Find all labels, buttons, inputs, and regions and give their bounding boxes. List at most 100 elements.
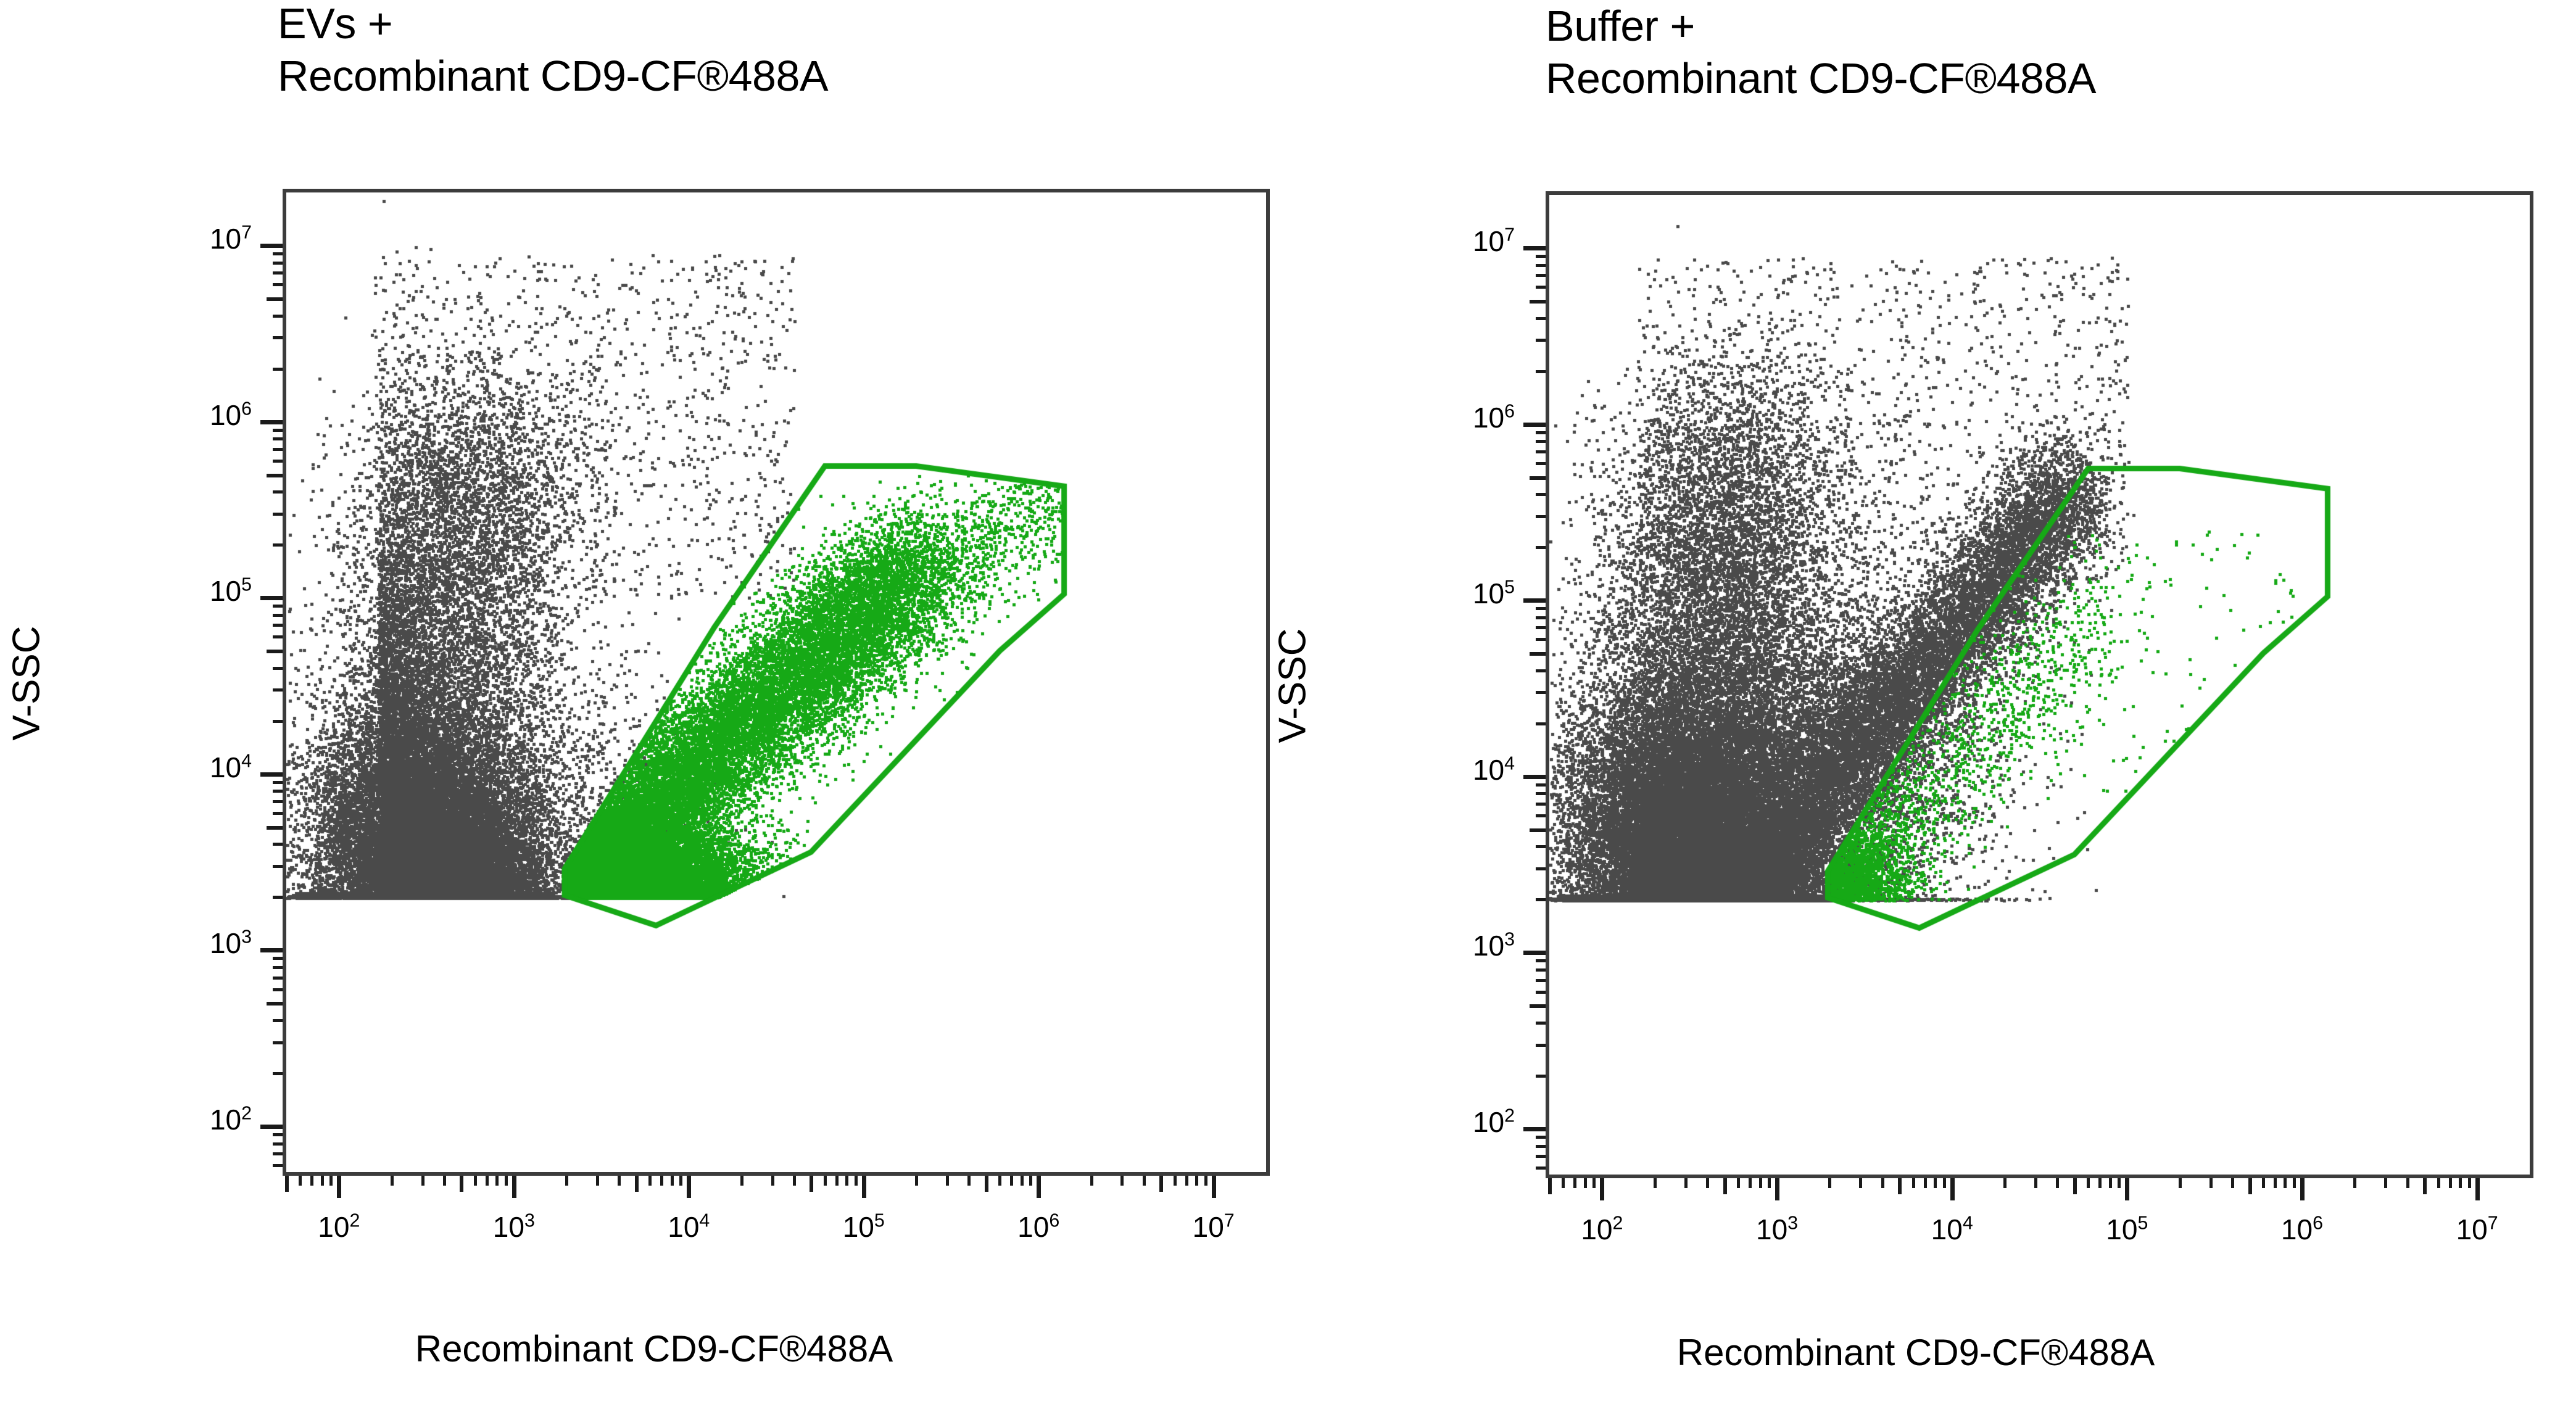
- x-minor-tick: [648, 1176, 652, 1186]
- x-minor-tick: [1592, 1178, 1596, 1188]
- x-minor-tick: [1758, 1178, 1762, 1188]
- y-minor-tick: [1536, 1167, 1546, 1170]
- y-minor-tick: [1536, 514, 1546, 518]
- x-minor-tick: [792, 1176, 796, 1186]
- y-minor-tick: [273, 719, 283, 723]
- y-minor-tick: [1536, 440, 1546, 444]
- y-minor-tick: [1536, 255, 1546, 258]
- x-minor-tick: [2108, 1178, 2112, 1188]
- x-minor-tick: [2262, 1178, 2266, 1188]
- y-minor-tick: [273, 1072, 283, 1075]
- x-minor-tick: [1653, 1178, 1657, 1188]
- x-minor-tick: [1195, 1176, 1199, 1186]
- x-minor-tick: [740, 1176, 743, 1186]
- y-minor-tick: [273, 976, 283, 980]
- y-minor-tick: [273, 1018, 283, 1022]
- x-major-tick-1e5: [861, 1176, 866, 1198]
- y-minor-tick: [273, 1164, 283, 1168]
- x-minor-tick: [310, 1176, 314, 1186]
- x-major-tick-1e4: [687, 1176, 692, 1198]
- y-minor-tick: [1536, 263, 1546, 267]
- y-minor-tick: [267, 1002, 283, 1006]
- y-major-tick-1e4: [260, 772, 283, 777]
- y-tick-label-1e7: 107: [1472, 225, 1515, 257]
- x-minor-tick: [771, 1176, 774, 1186]
- y-minor-tick: [1536, 370, 1546, 373]
- x-minor-tick: [442, 1176, 446, 1186]
- x-minor-tick: [2231, 1178, 2235, 1188]
- y-minor-tick: [1536, 607, 1546, 611]
- x-minor-tick: [1859, 1178, 1863, 1188]
- y-major-tick-1e2: [260, 1124, 283, 1129]
- y-minor-tick: [273, 605, 283, 608]
- y-minor-tick: [273, 896, 283, 899]
- y-minor-tick: [273, 428, 283, 432]
- x-minor-tick: [2423, 1178, 2427, 1194]
- panel-left-y-axis-label: V-SSC: [5, 626, 48, 741]
- x-minor-tick: [421, 1176, 425, 1186]
- panel-left-plot-area[interactable]: [283, 189, 1270, 1176]
- x-minor-tick: [1934, 1178, 1937, 1188]
- y-minor-tick: [273, 843, 283, 846]
- x-major-tick-1e2: [337, 1176, 342, 1198]
- x-minor-tick: [1706, 1178, 1710, 1188]
- x-minor-tick: [2098, 1178, 2102, 1188]
- y-major-tick-1e6: [260, 419, 283, 424]
- y-minor-tick: [267, 473, 283, 477]
- y-minor-tick: [1536, 898, 1546, 902]
- x-minor-tick: [2467, 1178, 2471, 1188]
- y-minor-tick: [273, 283, 283, 287]
- y-minor-tick: [273, 261, 283, 265]
- x-major-tick-1e7: [1211, 1176, 1216, 1198]
- x-minor-tick: [1723, 1178, 1727, 1194]
- y-minor-tick: [1530, 652, 1546, 656]
- x-tick-label-1e2: 102: [318, 1210, 360, 1243]
- x-minor-tick: [1768, 1178, 1771, 1188]
- x-minor-tick: [565, 1176, 569, 1186]
- x-minor-tick: [915, 1176, 919, 1186]
- x-minor-tick: [299, 1176, 302, 1186]
- x-minor-tick: [1185, 1176, 1188, 1186]
- y-minor-tick: [273, 512, 283, 516]
- x-tick-label-1e3: 103: [492, 1210, 535, 1243]
- y-tick-label-1e4: 104: [1472, 753, 1515, 786]
- x-major-tick-1e7: [2475, 1178, 2480, 1200]
- y-minor-tick: [273, 1152, 283, 1156]
- x-minor-tick: [2034, 1178, 2037, 1188]
- y-minor-tick: [1530, 476, 1546, 480]
- x-minor-tick: [2406, 1178, 2409, 1188]
- y-minor-tick: [1536, 722, 1546, 725]
- y-minor-tick: [273, 1041, 283, 1044]
- x-tick-label-1e7: 107: [2456, 1213, 2498, 1245]
- y-major-tick-1e7: [260, 243, 283, 248]
- x-major-tick-1e2: [1600, 1178, 1605, 1200]
- y-minor-tick: [273, 314, 283, 318]
- x-major-tick-1e4: [1950, 1178, 1955, 1200]
- y-minor-tick: [273, 252, 283, 256]
- y-major-tick-1e3: [260, 948, 283, 953]
- x-minor-tick: [2248, 1178, 2252, 1194]
- x-minor-tick: [1029, 1176, 1033, 1186]
- y-minor-tick: [273, 624, 283, 627]
- y-minor-tick: [1536, 286, 1546, 289]
- x-tick-label-1e5: 105: [2106, 1213, 2148, 1245]
- y-minor-tick: [1536, 814, 1546, 818]
- x-minor-tick: [1120, 1176, 1124, 1186]
- x-minor-tick: [1737, 1178, 1741, 1188]
- y-tick-label-1e2: 102: [209, 1103, 252, 1136]
- y-minor-tick: [1536, 968, 1546, 972]
- y-minor-tick: [1536, 691, 1546, 695]
- y-minor-tick: [1536, 638, 1546, 642]
- x-minor-tick: [390, 1176, 394, 1186]
- y-minor-tick: [273, 543, 283, 547]
- y-minor-tick: [273, 799, 283, 803]
- panel-right-plot-area[interactable]: [1546, 191, 2533, 1178]
- y-tick-label-1e6: 106: [209, 398, 252, 431]
- y-minor-tick: [1536, 1135, 1546, 1139]
- x-minor-tick: [810, 1176, 814, 1192]
- x-minor-tick: [473, 1176, 477, 1186]
- y-minor-tick: [273, 812, 283, 816]
- x-minor-tick: [2437, 1178, 2440, 1188]
- x-tick-label-1e7: 107: [1192, 1210, 1235, 1243]
- y-minor-tick: [273, 666, 283, 670]
